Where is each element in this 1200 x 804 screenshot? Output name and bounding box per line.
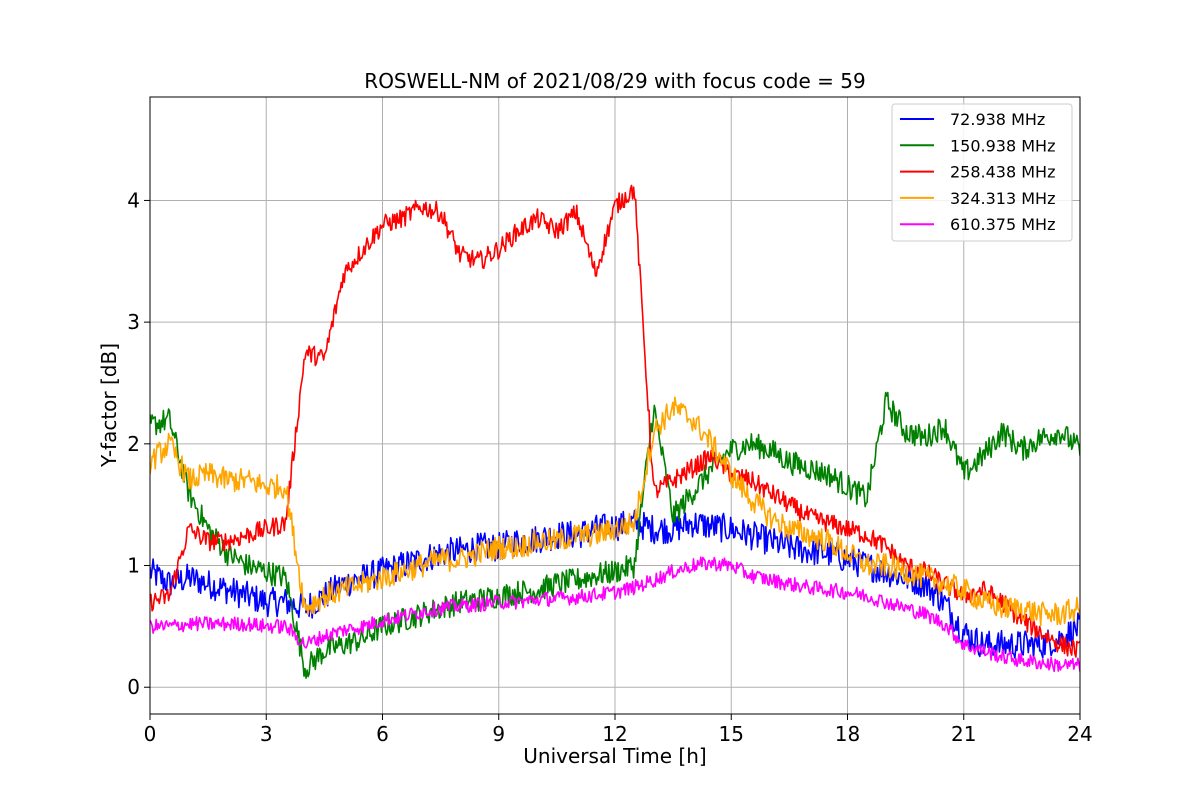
x-tick-label: 15 [719,722,744,746]
y-axis-label: Y-factor [dB] [97,343,121,468]
x-tick-label: 9 [492,722,505,746]
series-line-3 [150,396,1080,627]
series-group [150,184,1080,679]
legend-label: 150.938 MHz [950,136,1055,155]
series-line-4 [150,556,1080,673]
y-axis: 0 1 2 3 4 [127,188,150,699]
y-tick-label: 3 [127,310,140,334]
legend-label: 72.938 MHz [950,110,1045,129]
x-tick-label: 3 [260,722,273,746]
y-tick-label: 2 [127,432,140,456]
x-axis-label: Universal Time [h] [523,744,706,768]
x-tick-label: 12 [602,722,627,746]
x-axis: 0 3 6 9 12 15 18 21 24 [144,714,1093,746]
legend-box [891,103,1073,242]
y-tick-label: 0 [127,675,140,699]
series-line-1 [150,391,1080,679]
x-tick-label: 24 [1067,722,1092,746]
y-tick-label: 1 [127,554,140,578]
chart-title: ROSWELL-NM of 2021/08/29 with focus code… [364,69,865,93]
x-tick-label: 6 [376,722,389,746]
x-tick-label: 18 [835,722,860,746]
legend-label: 258.438 MHz [950,163,1055,182]
legend-label: 610.375 MHz [950,215,1055,234]
legend-label: 324.313 MHz [950,189,1055,208]
y-tick-label: 4 [127,188,140,212]
series-line-2 [150,184,1080,658]
x-tick-label: 0 [144,722,157,746]
legend: 72.938 MHz 150.938 MHz 258.438 MHz 324.313 … [891,103,1073,242]
x-tick-label: 21 [951,722,976,746]
